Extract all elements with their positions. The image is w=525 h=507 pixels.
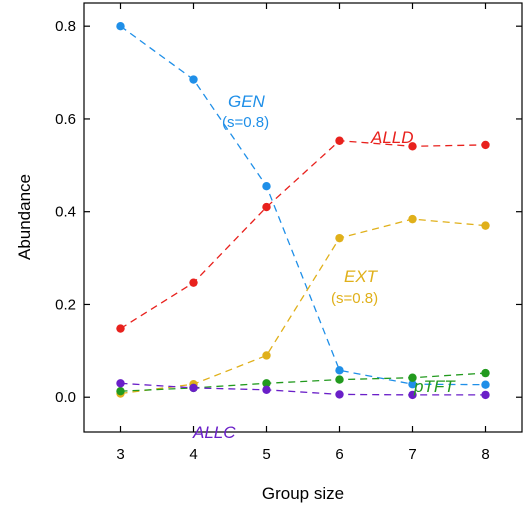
series-gen [116, 21, 490, 389]
series-allc [116, 379, 490, 400]
data-point-ext [335, 233, 344, 243]
data-point-ext [408, 214, 417, 224]
x-tick-label: 6 [335, 446, 343, 463]
data-point-ptft [262, 379, 271, 388]
y-tick-label: 0.4 [55, 204, 76, 221]
data-point-gen [116, 21, 125, 31]
data-point-allc [481, 390, 490, 400]
data-point-allc [262, 385, 271, 394]
data-point-allc [408, 390, 417, 400]
data-point-gen [335, 366, 344, 375]
data-point-gen [189, 75, 198, 84]
x-tick-label: 4 [189, 446, 197, 463]
series-label-gen: GEN (s=0.8) [222, 92, 269, 131]
data-point-alld [335, 136, 344, 145]
y-tick-label: 0.6 [55, 111, 76, 128]
data-point-alld [481, 140, 490, 150]
x-tick-label: 7 [408, 446, 416, 463]
series-label-alld-name: ALLD [370, 128, 414, 147]
data-point-gen [481, 380, 490, 389]
data-point-gen [408, 380, 417, 389]
x-axis: 3 4 5 6 7 8 [116, 3, 490, 463]
y-axis-title: Abundance [15, 174, 34, 260]
series-label-ext-name: EXT [344, 267, 379, 286]
data-point-alld [189, 278, 198, 287]
series-line-ext [120, 218, 486, 395]
y-tick-label: 0.8 [55, 18, 76, 35]
series-label-gen-name: GEN [228, 92, 266, 111]
x-tick-label: 3 [116, 446, 124, 463]
series-label-ext-note: (s=0.8) [331, 290, 378, 307]
series-line-gen [120, 25, 486, 386]
series-layer [116, 21, 490, 400]
y-axis: 0.0 0.2 0.4 0.6 0.8 [55, 18, 522, 406]
series-line-ptft [120, 372, 486, 392]
x-tick-label: 8 [481, 446, 489, 463]
data-point-ptft [481, 368, 490, 378]
data-point-allc [116, 379, 125, 388]
plot-frame [83, 2, 523, 433]
x-tick-label: 5 [262, 446, 270, 463]
data-point-alld [116, 324, 125, 333]
series-label-allc: ALLC [192, 423, 236, 442]
data-point-ptft [335, 375, 344, 384]
series-label-gen-note: (s=0.8) [222, 114, 269, 131]
data-point-alld [262, 202, 271, 212]
series-label-alld: ALLD [370, 128, 414, 147]
data-point-ext [262, 351, 271, 360]
series-ext [116, 214, 490, 398]
x-axis-title: Group size [262, 484, 344, 503]
data-point-ext [481, 221, 490, 230]
series-line-alld [120, 140, 486, 330]
series-alld [116, 136, 490, 333]
data-point-gen [262, 181, 271, 191]
series-label-allc-name: ALLC [192, 423, 236, 442]
y-tick-label: 0.0 [55, 389, 76, 406]
series-label-ext: EXT (s=0.8) [331, 267, 379, 307]
data-point-allc [189, 383, 198, 393]
series-label-ptft: pTFT [413, 377, 456, 396]
data-point-ptft [116, 386, 125, 396]
data-point-ptft [408, 373, 417, 382]
y-tick-label: 0.2 [55, 296, 76, 313]
data-point-allc [335, 390, 344, 399]
data-point-alld [408, 142, 417, 151]
series-line-allc [120, 382, 486, 396]
series-label-ptft-name: pTFT [413, 377, 456, 396]
